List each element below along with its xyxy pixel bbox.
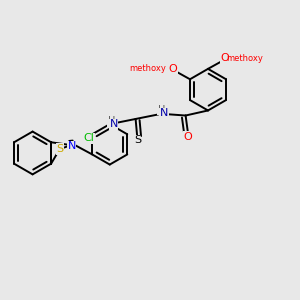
Text: O: O	[169, 64, 177, 74]
Text: H: H	[158, 105, 165, 115]
Text: Cl: Cl	[84, 133, 95, 143]
Text: O: O	[184, 132, 193, 142]
Text: N: N	[110, 119, 118, 129]
Text: methoxy: methoxy	[129, 64, 166, 74]
Text: methoxy: methoxy	[226, 54, 263, 63]
Text: N: N	[68, 141, 76, 151]
Text: H: H	[107, 116, 115, 126]
Text: N: N	[160, 108, 168, 118]
Text: O: O	[220, 53, 230, 64]
Text: S: S	[56, 144, 63, 154]
Text: S: S	[134, 135, 141, 145]
